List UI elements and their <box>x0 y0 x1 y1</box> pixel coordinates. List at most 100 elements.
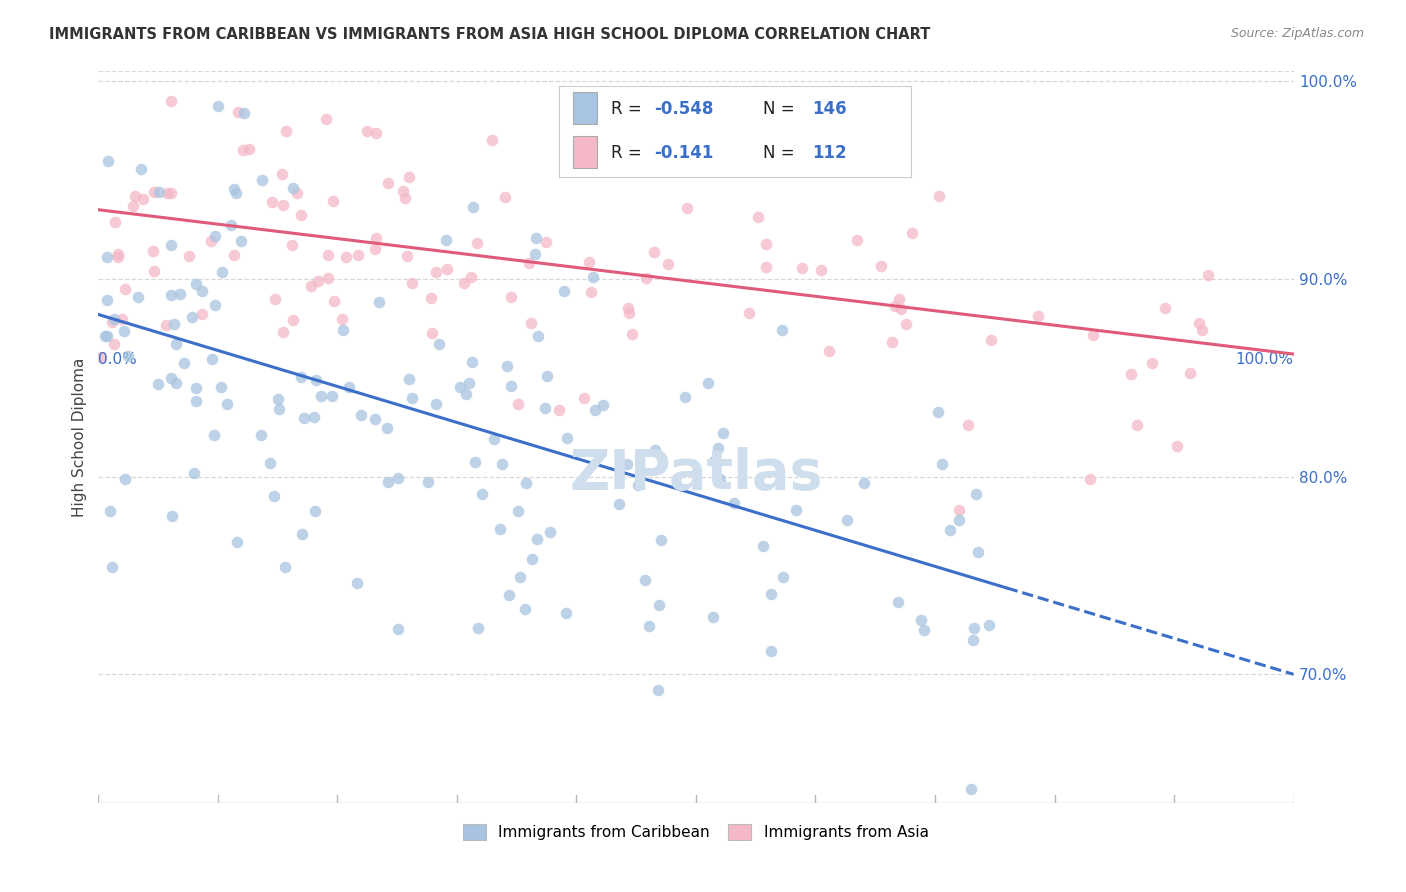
Point <box>259 456 281 470</box>
Point <box>330 311 353 326</box>
Point <box>107 247 129 261</box>
Point <box>159 371 181 385</box>
Point <box>887 595 910 609</box>
Point <box>299 279 322 293</box>
Point <box>97 153 120 168</box>
Point <box>292 411 315 425</box>
Point <box>335 250 357 264</box>
Point <box>271 167 294 181</box>
Point <box>283 181 305 195</box>
Point <box>852 476 875 491</box>
Point <box>427 337 450 351</box>
Point <box>454 387 477 401</box>
Point <box>481 133 503 147</box>
Point <box>114 471 136 485</box>
Point <box>501 379 523 393</box>
Point <box>271 325 294 339</box>
Point <box>146 376 169 391</box>
Point <box>200 234 222 248</box>
Point <box>143 263 166 277</box>
Point <box>191 307 214 321</box>
Point <box>316 271 339 285</box>
Point <box>156 186 179 201</box>
Point <box>616 301 638 316</box>
Point <box>488 522 510 536</box>
Point <box>238 142 260 156</box>
Point <box>375 421 398 435</box>
Point <box>225 186 247 200</box>
Point <box>173 356 195 370</box>
Point <box>104 215 127 229</box>
Point <box>398 170 420 185</box>
Point <box>464 455 486 469</box>
Point <box>316 248 339 262</box>
Point <box>703 453 725 467</box>
Point <box>302 409 325 424</box>
Point <box>356 124 378 138</box>
Point <box>453 277 475 291</box>
Point <box>1166 439 1188 453</box>
Point <box>647 683 669 698</box>
Point <box>467 235 489 250</box>
Point <box>101 560 124 574</box>
Point <box>347 248 370 262</box>
Point <box>449 380 471 394</box>
Point <box>142 185 165 199</box>
Point <box>1026 309 1049 323</box>
Point <box>581 285 603 300</box>
Point <box>515 602 537 616</box>
Point <box>363 411 385 425</box>
Point <box>307 274 329 288</box>
Point <box>548 402 571 417</box>
Point <box>394 191 416 205</box>
Point <box>835 513 858 527</box>
Point <box>285 186 308 200</box>
Point <box>281 238 304 252</box>
Point <box>637 618 659 632</box>
Point <box>482 432 505 446</box>
Point <box>883 299 905 313</box>
Point <box>398 372 420 386</box>
Point <box>377 176 399 190</box>
Text: Source: ZipAtlas.com: Source: ZipAtlas.com <box>1230 27 1364 40</box>
Point <box>204 228 226 243</box>
Point <box>792 260 814 275</box>
Point <box>346 576 368 591</box>
Point <box>364 231 387 245</box>
Point <box>578 255 600 269</box>
Point <box>890 302 912 317</box>
Point <box>887 293 910 307</box>
Point <box>880 334 903 349</box>
Point <box>207 99 229 113</box>
Point <box>416 475 439 489</box>
Point <box>222 248 245 262</box>
Point <box>165 337 187 351</box>
Point <box>322 194 344 208</box>
Point <box>495 359 517 374</box>
Point <box>785 503 807 517</box>
Point <box>315 112 337 126</box>
Point <box>321 389 343 403</box>
Point <box>1083 328 1105 343</box>
Point <box>271 198 294 212</box>
Point <box>702 609 724 624</box>
Point <box>269 402 291 417</box>
Point <box>339 379 361 393</box>
Point <box>619 306 641 320</box>
Point <box>110 311 132 326</box>
Point <box>979 618 1001 632</box>
Point <box>962 632 984 647</box>
Point <box>515 475 537 490</box>
Point <box>696 376 718 391</box>
Point <box>142 244 165 259</box>
Point <box>332 323 354 337</box>
Point <box>657 257 679 271</box>
Point <box>163 317 186 331</box>
Point <box>957 417 980 432</box>
Point <box>752 539 775 553</box>
Point <box>232 105 254 120</box>
Point <box>401 391 423 405</box>
Point <box>264 293 287 307</box>
Point <box>391 184 413 198</box>
Point <box>499 290 522 304</box>
